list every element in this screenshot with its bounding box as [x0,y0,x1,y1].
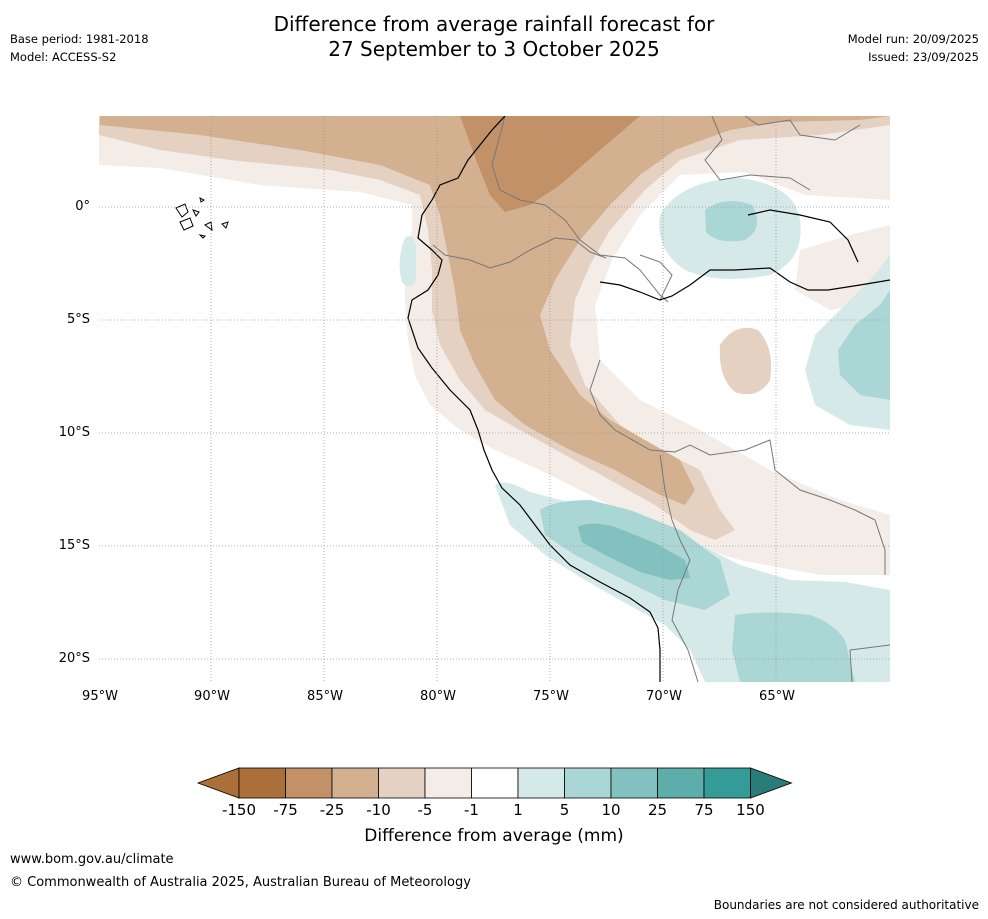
lon-label-80w: 80°W [420,689,456,704]
colorbar-extend-high [750,767,793,799]
colorbar-tick-label: 1 [513,801,523,819]
meta-right: Model run: 20/09/2025 Issued: 23/09/2025 [848,30,979,66]
colorbar-swatch [471,767,519,799]
colorbar-tick-label: 75 [694,801,714,819]
map-title-line2: 27 September to 3 October 2025 [328,37,660,61]
map-title-line1: Difference from average rainfall forecas… [273,12,715,36]
lon-label-65w: 65°W [759,689,795,704]
lat-label-20s: 20°S [58,651,90,666]
colorbar-tick-label: -25 [319,801,345,819]
lat-label-5s: 5°S [66,312,90,327]
colorbar-swatch [331,767,379,799]
lon-label-85w: 85°W [307,689,343,704]
colorbar-tick-label: -1 [464,801,479,819]
dry-patch-central [719,327,772,395]
colorbar-swatch [564,767,612,799]
lat-label-10s: 10°S [58,425,90,440]
colorbar-tick-label: 10 [601,801,621,819]
colorbar-tick-label: -10 [366,801,391,819]
band-minus10-minus25 [100,116,890,505]
colorbar-extend-low [196,767,240,799]
colorbar-swatch [610,767,658,799]
colorbar-tick-label: 5 [559,801,570,819]
coastlines [407,116,890,682]
model-name: Model: ACCESS-S2 [10,50,117,64]
colorbar-swatch [285,767,333,799]
colorbar-swatch [657,767,705,799]
map-plot-area [99,116,890,682]
wet-patch-north-mid [705,201,758,242]
lon-label-75w: 75°W [533,689,569,704]
galapagos-islands [175,197,229,239]
copyright: © Commonwealth of Australia 2025, Austra… [10,875,471,890]
meta-left: Base period: 1981-2018 Model: ACCESS-S2 [10,30,149,66]
lat-label-0: 0° [75,199,90,214]
country-borders [432,116,890,682]
colorbar-tick-label: -5 [417,801,433,819]
wet-patch-east-mid [838,290,890,400]
issued-date: Issued: 23/09/2025 [868,50,979,64]
lon-label-90w: 90°W [194,689,230,704]
lat-label-15s: 15°S [58,538,90,553]
base-period: Base period: 1981-2018 [10,32,149,46]
colorbar-tick-label: 150 [736,801,765,819]
lon-label-70w: 70°W [646,689,682,704]
colorbar-swatch [517,767,565,799]
colorbar-tick-label: 25 [647,801,668,819]
wet-patch-coastal-light [399,236,416,287]
colorbar-label: Difference from average (mm) [364,826,624,846]
colorbar-tick-label: -150 [221,801,257,819]
colorbar-swatch [424,767,472,799]
wet-patch-south-strong [578,523,690,580]
footer-url[interactable]: www.bom.gov.au/climate [10,852,174,867]
colorbar-swatch [378,767,426,799]
colorbar-swatch [238,767,286,799]
colorbar-tick-label: -75 [273,801,298,819]
graticule [99,116,890,682]
map-title: Difference from average rainfall forecas… [0,12,988,62]
colorbar [196,767,793,799]
wet-patch-southeast-mid [732,612,862,682]
colorbar-swatch [703,767,751,799]
model-run: Model run: 20/09/2025 [847,32,979,46]
disclaimer: Boundaries are not considered authoritat… [713,898,979,912]
lon-label-95w: 95°W [82,689,118,704]
